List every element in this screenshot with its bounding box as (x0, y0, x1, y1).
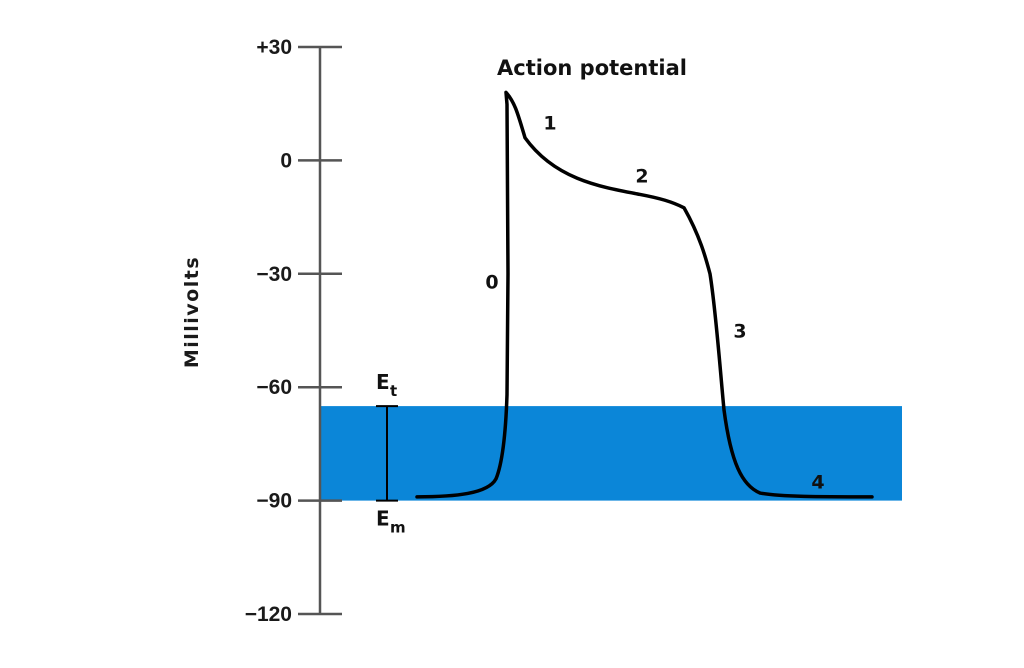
action-potential-curve (415, 90, 874, 499)
phase-label-1: 1 (543, 113, 556, 135)
resting-marker: E m (376, 507, 406, 537)
y-tick-label-5: −120 (245, 603, 292, 626)
resting-label: E (376, 507, 390, 531)
threshold-subscript: t (390, 382, 397, 400)
phase-label-0: 0 (485, 271, 498, 293)
y-tick-label-4: −90 (256, 490, 292, 513)
phase-label-2: 2 (635, 166, 648, 188)
y-axis: +30 0 −30 −60 −90 −120 (245, 36, 342, 626)
threshold-label: E (376, 370, 390, 394)
phase-label-4: 4 (811, 472, 824, 494)
em-et-bracket (376, 405, 398, 502)
y-tick-label-1: 0 (280, 149, 292, 172)
y-axis-label: Millivolts (181, 256, 203, 368)
y-tick-label-3: −60 (256, 376, 292, 399)
y-tick-label-2: −30 (256, 263, 292, 286)
threshold-band (320, 406, 902, 501)
threshold-marker: E t (376, 370, 397, 400)
resting-subscript: m (390, 519, 406, 537)
phase-labels: 0 1 2 3 4 (485, 113, 824, 494)
chart-title: Action potential (497, 56, 687, 80)
phase-label-3: 3 (733, 321, 746, 343)
y-tick-label-0: +30 (256, 36, 292, 59)
